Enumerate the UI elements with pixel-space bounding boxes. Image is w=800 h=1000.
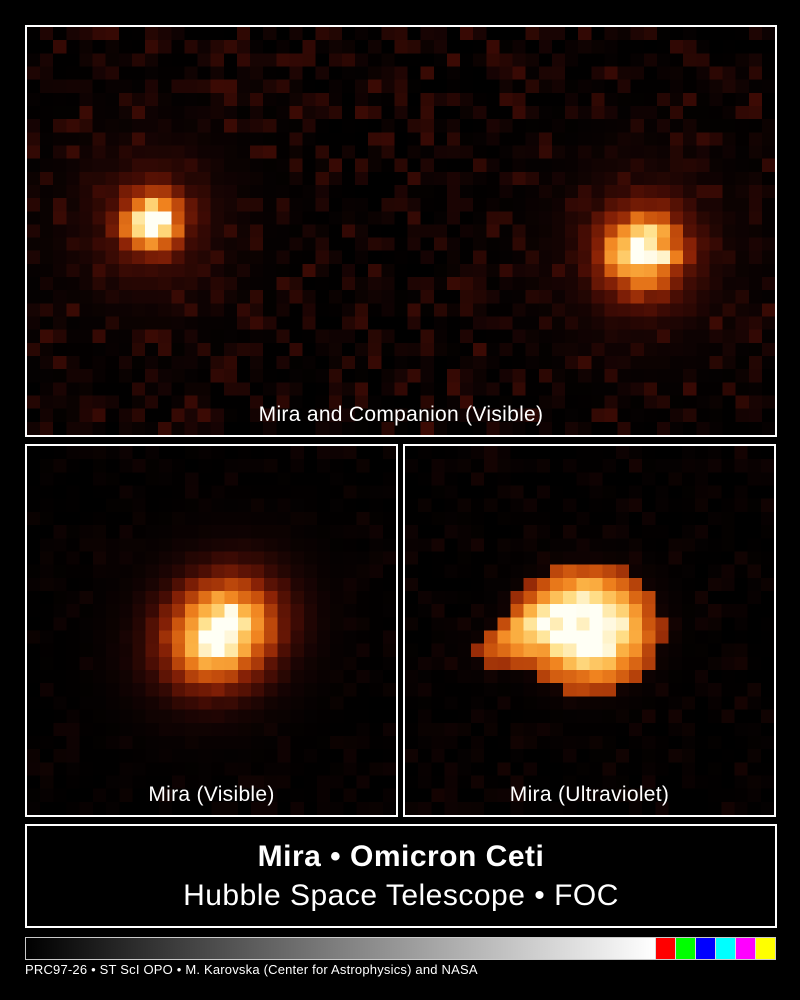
color-swatch-magenta	[735, 938, 755, 959]
grayscale-gradient-bar	[26, 938, 655, 959]
color-swatch-cyan	[715, 938, 735, 959]
caption-mira-and-companion: Mira and Companion (Visible)	[258, 403, 544, 426]
caption-mira-visible: Mira (Visible)	[148, 783, 275, 806]
image-subtitle: Hubble Space Telescope • FOC	[183, 879, 619, 912]
starfield-mira-ultraviolet-image	[405, 446, 774, 815]
caption-mira-ultraviolet: Mira (Ultraviolet)	[509, 783, 670, 806]
starfield-mira-and-companion-image	[27, 27, 775, 435]
calibration-colorbar	[25, 937, 776, 960]
color-swatch-green	[675, 938, 695, 959]
title-block: Mira • Omicron Ceti Hubble Space Telesco…	[25, 824, 777, 928]
colorbar-swatches	[655, 938, 775, 959]
panel-mira-and-companion: Mira and Companion (Visible)	[25, 25, 777, 437]
starfield-mira-visible-image	[27, 446, 396, 815]
panel-mira-ultraviolet: Mira (Ultraviolet)	[403, 444, 776, 817]
panel-mira-visible: Mira (Visible)	[25, 444, 398, 817]
image-title: Mira • Omicron Ceti	[257, 840, 545, 873]
credit-line: PRC97-26 • ST ScI OPO • M. Karovska (Cen…	[25, 962, 478, 977]
color-swatch-red	[655, 938, 675, 959]
color-swatch-yellow	[755, 938, 775, 959]
color-swatch-blue	[695, 938, 715, 959]
